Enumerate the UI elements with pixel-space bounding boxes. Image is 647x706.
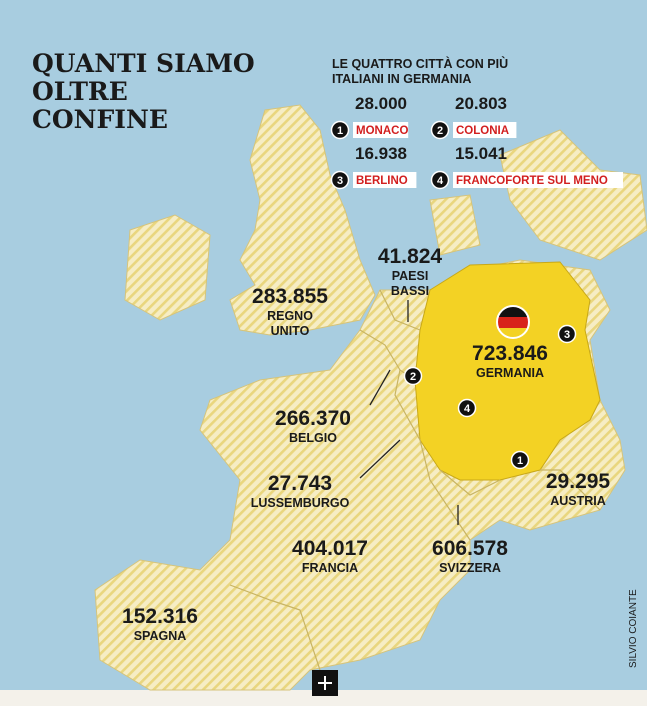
subtitle-line: ITALIANI IN GERMANIA — [332, 72, 471, 86]
country-name: SVIZZERA — [439, 561, 501, 575]
country-name: AUSTRIA — [550, 494, 606, 508]
city-value: 15.041 — [455, 144, 507, 163]
country-value: 404.017 — [292, 537, 368, 560]
rank-number: 1 — [337, 125, 343, 137]
country-name: PAESI — [392, 269, 429, 283]
rank-badge — [403, 366, 423, 386]
city-value: 16.938 — [355, 144, 407, 163]
rank-number: 1 — [517, 455, 523, 467]
rank-badge — [330, 170, 350, 190]
city-name: MONACO — [356, 125, 408, 137]
rank-badge — [510, 450, 530, 470]
country-name: LUSSEMBURGO — [251, 496, 350, 510]
rank-number: 3 — [337, 175, 343, 187]
country-name: FRANCIA — [302, 561, 358, 575]
rank-number: 4 — [437, 175, 444, 187]
rank-badge — [330, 120, 350, 140]
paper — [0, 690, 647, 706]
country-name: BELGIO — [289, 431, 337, 445]
country-name: GERMANIA — [476, 366, 544, 380]
country-value: 266.370 — [275, 407, 351, 430]
country-name: SPAGNA — [134, 629, 187, 643]
title-line: CONFINE — [32, 105, 168, 134]
city-name: COLONIA — [456, 125, 509, 137]
title-line: OLTRE — [32, 77, 128, 106]
rank-badge — [430, 170, 450, 190]
city-name: FRANCOFORTE SUL MENO — [456, 175, 608, 187]
city-name-box — [453, 122, 517, 138]
country-value: 29.295 — [546, 470, 611, 493]
country-name: REGNO — [267, 309, 313, 323]
city-value: 28.000 — [355, 94, 407, 113]
rank-badge — [457, 398, 477, 418]
city-name: BERLINO — [356, 175, 408, 187]
flag — [496, 305, 530, 339]
city-name-box — [353, 122, 409, 138]
title-line: QUANTI SIAMO — [32, 49, 255, 78]
country-value: 283.855 — [252, 285, 328, 308]
city-value: 20.803 — [455, 94, 507, 113]
rank-badge — [557, 324, 577, 344]
rank-number: 2 — [410, 371, 416, 383]
country-value: 606.578 — [432, 537, 508, 560]
country-name: UNITO — [271, 324, 310, 338]
city-name-box — [453, 172, 623, 188]
rank-number: 4 — [464, 403, 471, 415]
subtitle-line: LE QUATTRO CITTÀ CON PIÙ — [332, 56, 508, 71]
rank-number: 2 — [437, 125, 443, 137]
credit: SILVIO COIANTE — [628, 589, 639, 668]
city-name-box — [353, 172, 417, 188]
country-value: 723.846 — [472, 342, 548, 365]
rank-number: 3 — [564, 329, 570, 341]
pointers — [359, 300, 459, 525]
country-value: 152.316 — [122, 605, 198, 628]
country-name: BASSI — [391, 284, 429, 298]
country-value: 27.743 — [268, 472, 332, 495]
country-value: 41.824 — [378, 245, 443, 268]
land — [94, 104, 647, 691]
rank-badge — [430, 120, 450, 140]
